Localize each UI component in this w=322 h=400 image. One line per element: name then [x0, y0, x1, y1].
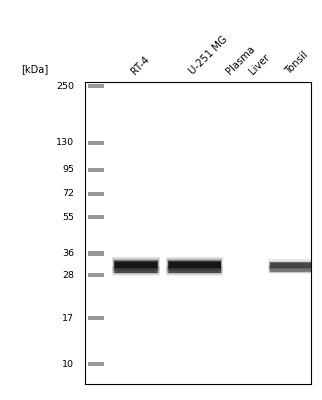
Text: 130: 130	[56, 138, 74, 147]
Bar	[114, 268, 158, 274]
Text: [kDa]: [kDa]	[21, 64, 48, 74]
Bar	[270, 263, 311, 268]
Bar	[269, 267, 312, 273]
Bar	[88, 215, 104, 219]
Bar	[88, 252, 104, 256]
Bar	[168, 261, 221, 269]
Bar	[166, 266, 223, 276]
Text: RT-4: RT-4	[129, 54, 151, 76]
Bar	[114, 268, 158, 273]
Text: 55: 55	[62, 212, 74, 222]
Bar	[88, 192, 104, 196]
Bar	[167, 267, 222, 274]
Text: Plasma: Plasma	[225, 44, 257, 76]
Bar	[269, 261, 312, 270]
Bar	[88, 168, 104, 172]
Bar	[167, 259, 222, 271]
Bar	[114, 261, 158, 269]
Bar	[270, 268, 311, 272]
Bar	[268, 259, 313, 271]
Bar	[269, 262, 312, 269]
Bar	[270, 268, 311, 272]
Bar	[88, 273, 104, 278]
Text: 17: 17	[62, 314, 74, 323]
Bar	[268, 266, 313, 274]
Bar	[113, 259, 159, 271]
Text: 250: 250	[56, 82, 74, 91]
Bar	[88, 84, 104, 88]
Text: Liver: Liver	[247, 52, 272, 76]
Text: 36: 36	[62, 249, 74, 258]
Text: 72: 72	[62, 189, 74, 198]
Bar	[112, 266, 160, 276]
Text: 28: 28	[62, 271, 74, 280]
Bar	[113, 267, 159, 274]
Bar	[115, 262, 157, 268]
Text: 95: 95	[62, 165, 74, 174]
Bar	[88, 362, 104, 366]
Text: U-251 MG: U-251 MG	[188, 34, 230, 76]
Bar	[115, 269, 157, 273]
Bar	[168, 268, 222, 274]
Bar	[88, 316, 104, 320]
Bar	[168, 268, 221, 273]
Text: Tonsil: Tonsil	[283, 49, 310, 76]
Bar	[270, 262, 311, 268]
Bar	[114, 260, 158, 270]
Bar	[168, 260, 222, 270]
Bar	[169, 262, 221, 268]
Bar	[112, 257, 160, 273]
Bar	[166, 257, 223, 273]
Bar	[88, 141, 104, 145]
Bar	[169, 269, 221, 273]
Text: 10: 10	[62, 360, 74, 369]
Bar	[269, 267, 312, 272]
